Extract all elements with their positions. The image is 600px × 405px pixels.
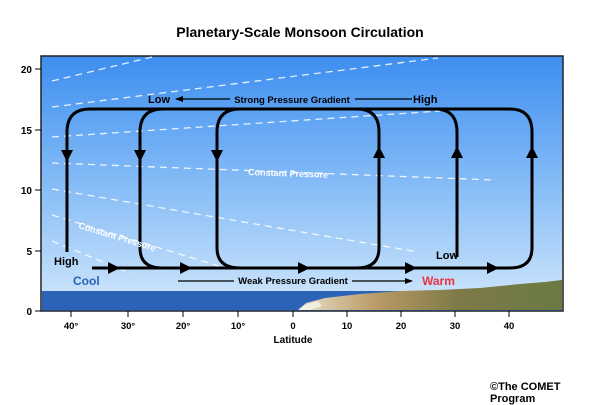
y-tick-label: 20 (21, 65, 33, 76)
right-arrow-icon (298, 262, 310, 274)
constant-pressure-label-upper: Constant Pressure (248, 167, 328, 180)
low-bottom-label: Low (436, 250, 458, 262)
up-arrow-icon (373, 146, 385, 158)
down-arrow-icon (134, 150, 146, 162)
x-tick-label: 20 (396, 321, 407, 332)
y-tick-label: 5 (26, 247, 32, 258)
right-arrow-icon (180, 262, 192, 274)
x-axis (70, 311, 510, 317)
right-arrow-icon (487, 262, 499, 274)
cool-label: Cool (73, 274, 100, 288)
x-tick-label: 10° (231, 321, 246, 332)
x-tick-label: 40° (64, 321, 79, 332)
weak-gradient-label: Weak Pressure Gradient (238, 276, 348, 287)
up-arrow-icon (451, 146, 463, 158)
flow-arrows (61, 146, 538, 274)
right-arrow-icon (405, 262, 417, 274)
circulation-cells (65, 107, 534, 270)
y-axis (35, 68, 41, 312)
down-arrow-icon (61, 150, 73, 162)
y-tick-label: 10 (21, 186, 33, 197)
x-axis-label: Latitude (274, 335, 313, 346)
right-arrow-icon (108, 262, 120, 274)
x-tick-label: 10 (342, 321, 353, 332)
high-top-label: High (413, 94, 438, 106)
x-tick-label: 30° (121, 321, 136, 332)
y-tick-label: 0 (26, 307, 32, 318)
y-tick-label: 15 (21, 126, 33, 137)
diagram-title: Planetary-Scale Monsoon Circulation (176, 24, 424, 40)
x-tick-label: 40 (504, 321, 515, 332)
strong-gradient-label: Strong Pressure Gradient (234, 95, 350, 106)
low-top-label: Low (148, 94, 170, 106)
high-bottom-label: High (54, 256, 79, 268)
cell-outer (65, 107, 534, 270)
credit-text: ©The COMET Program (490, 381, 561, 405)
x-tick-label: 0 (290, 321, 295, 332)
down-arrow-icon (211, 150, 223, 162)
land (298, 280, 562, 310)
x-tick-label: 20° (176, 321, 191, 332)
cell-inner (215, 107, 381, 270)
up-arrow-icon (526, 146, 538, 158)
x-tick-label: 30 (450, 321, 461, 332)
warm-label: Warm (422, 274, 455, 288)
